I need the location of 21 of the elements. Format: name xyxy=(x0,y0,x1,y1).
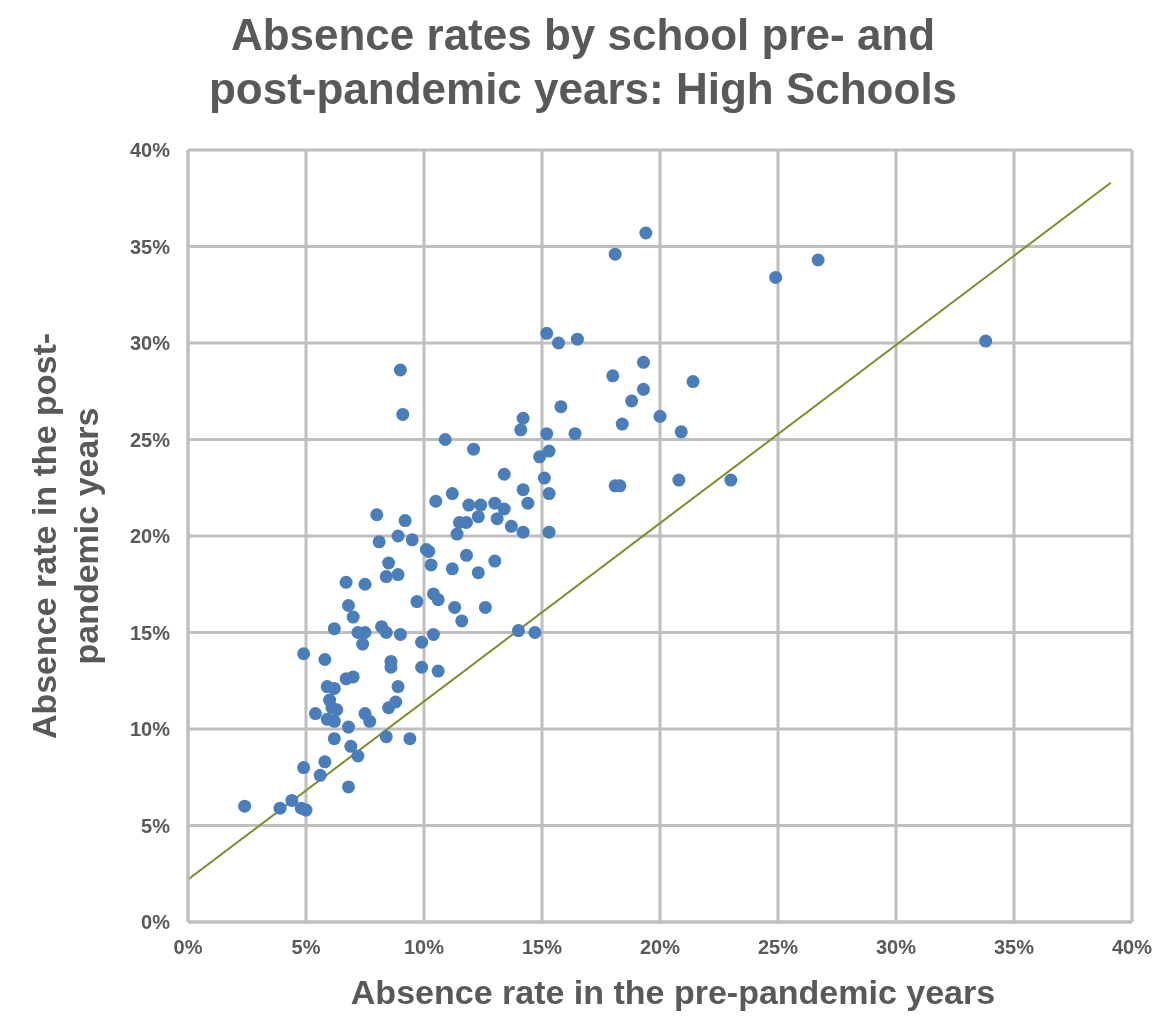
x-tick-label: 30% xyxy=(875,936,917,959)
y-tick-label: 0% xyxy=(141,911,171,934)
x-tick-label: 5% xyxy=(291,936,321,959)
y-tick-label: 15% xyxy=(129,621,171,644)
y-tick-label: 30% xyxy=(129,332,171,355)
y-tick-label: 5% xyxy=(141,814,171,837)
chart-title: Absence rates by school pre- and post-pandemic years: High Schools xyxy=(207,9,959,115)
x-axis-title: Absence rate in the pre-pandemic years xyxy=(349,973,997,1012)
y-tick-label: 10% xyxy=(129,718,171,741)
x-tick-label: 15% xyxy=(521,936,563,959)
y-tick-label: 40% xyxy=(129,139,171,162)
x-tick-label: 20% xyxy=(639,936,681,959)
y-tick-label: 25% xyxy=(129,428,171,451)
x-tick-label: 10% xyxy=(403,936,445,959)
x-tick-label: 25% xyxy=(757,936,799,959)
x-tick-label: 35% xyxy=(993,936,1035,959)
y-tick-label: 20% xyxy=(129,525,171,548)
y-axis-title: Absence rate in the post-pandemic years xyxy=(24,331,106,742)
x-tick-label: 40% xyxy=(1111,936,1153,959)
y-tick-label: 35% xyxy=(129,235,171,258)
x-tick-label: 0% xyxy=(173,936,203,959)
